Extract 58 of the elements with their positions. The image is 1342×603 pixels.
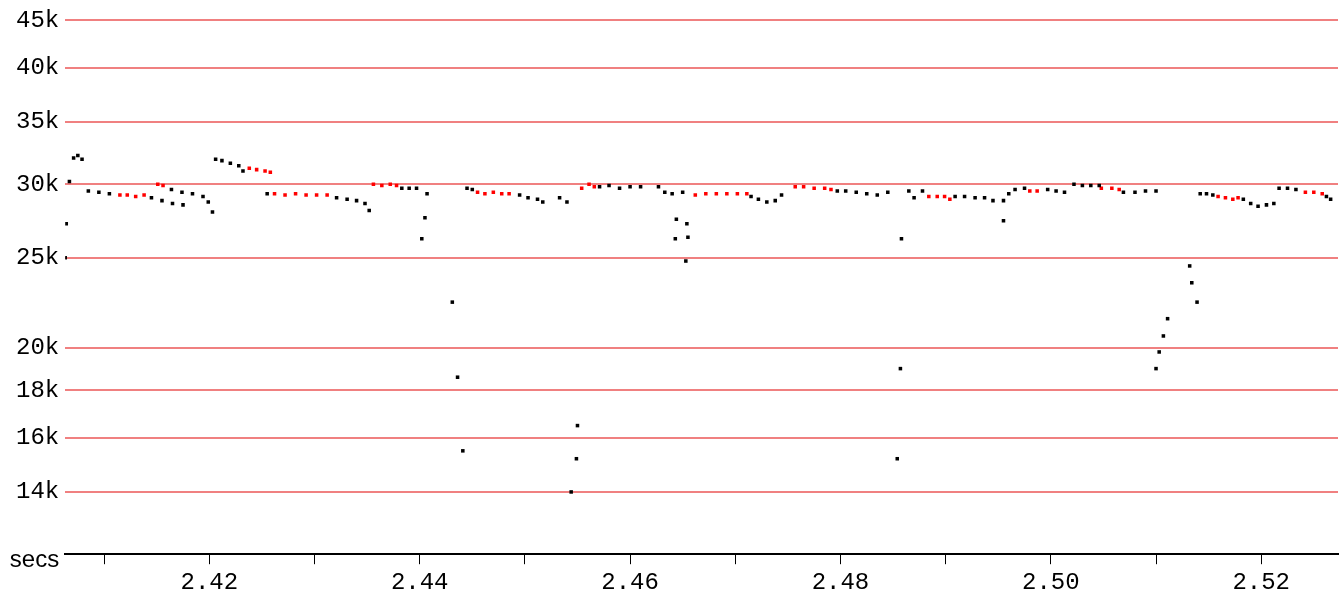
point	[263, 169, 267, 173]
point	[388, 182, 393, 186]
point	[161, 183, 165, 188]
y-tick-label: 18k	[15, 376, 60, 404]
point	[156, 182, 160, 186]
point	[1035, 189, 1039, 193]
y-tick-label: 35k	[15, 108, 60, 136]
point	[829, 187, 833, 192]
y-tick-label: 45k	[15, 6, 60, 34]
point	[118, 193, 122, 197]
point	[579, 186, 584, 190]
point	[304, 193, 308, 197]
point	[745, 191, 749, 196]
point	[325, 193, 329, 197]
x-tick-label: 2.50	[1022, 568, 1080, 596]
point	[1231, 197, 1235, 201]
point	[793, 185, 797, 189]
x-tick-label: 2.48	[811, 568, 870, 596]
point	[1028, 189, 1032, 193]
point	[801, 185, 806, 189]
y-tick-label: 16k	[15, 424, 60, 452]
point	[283, 193, 287, 197]
x-tick-label: 2.52	[1232, 568, 1291, 596]
point	[587, 182, 591, 186]
y-tick-label: 30k	[15, 170, 60, 198]
y-tick-label: 20k	[15, 334, 60, 362]
point	[142, 193, 146, 197]
point	[812, 186, 816, 190]
point	[927, 194, 931, 199]
point	[1320, 191, 1324, 196]
point	[1236, 196, 1240, 200]
point	[314, 193, 319, 197]
point	[1312, 190, 1316, 195]
point	[592, 185, 597, 189]
point	[499, 191, 504, 196]
point	[371, 182, 376, 186]
point	[1117, 187, 1121, 192]
point	[822, 186, 827, 190]
y-tick-label: 14k	[15, 478, 60, 506]
point	[704, 191, 708, 196]
x-tick-label: 2.44	[390, 568, 449, 596]
point	[693, 193, 698, 197]
y-tick-label: 25k	[15, 244, 60, 272]
point	[1110, 186, 1114, 190]
point	[380, 183, 384, 188]
x-tick-label: 2.42	[180, 568, 239, 596]
point	[1223, 196, 1228, 200]
point	[483, 191, 487, 196]
x-tick-label: 2.46	[601, 568, 659, 596]
point	[935, 194, 939, 199]
point	[948, 197, 952, 201]
point	[125, 193, 130, 197]
point	[1216, 194, 1220, 199]
point	[268, 170, 273, 174]
point	[507, 191, 511, 196]
point	[725, 191, 729, 196]
x-axis-title: secs	[9, 544, 60, 572]
y-tick-label: 40k	[15, 54, 60, 82]
